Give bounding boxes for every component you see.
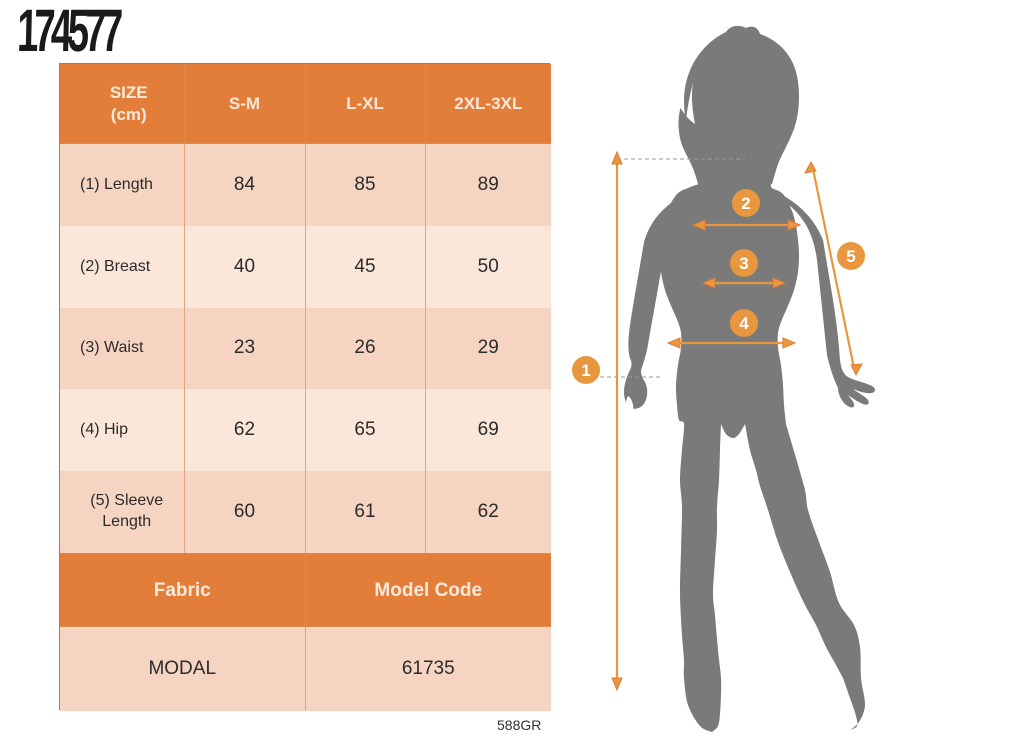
svg-text:2: 2 <box>741 194 750 213</box>
svg-text:1: 1 <box>581 361 590 380</box>
svg-text:4: 4 <box>739 314 749 333</box>
svg-text:5: 5 <box>846 247 855 266</box>
svg-text:3: 3 <box>739 254 748 273</box>
